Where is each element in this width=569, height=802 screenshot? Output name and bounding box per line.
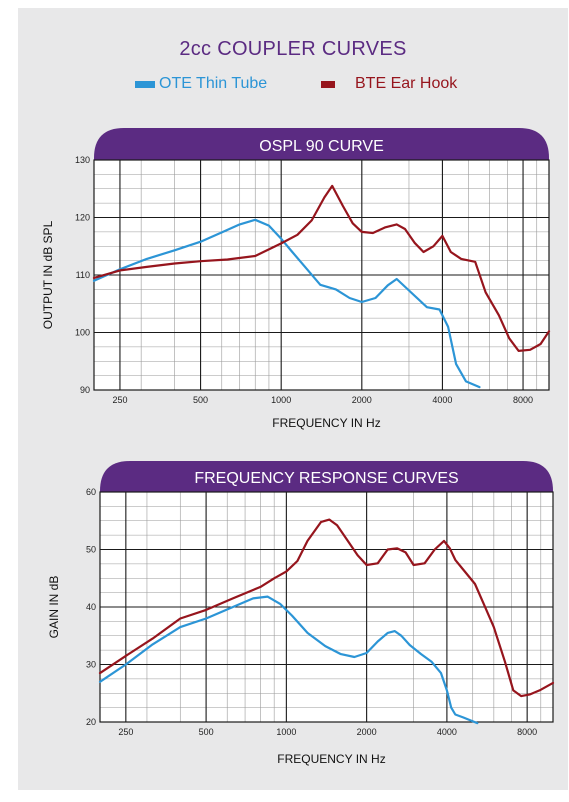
legend-swatch-bte xyxy=(321,80,335,88)
legend-label-ote: OTE Thin Tube xyxy=(159,75,268,92)
legend: OTE Thin Tube BTE Ear Hook xyxy=(18,75,568,97)
y-tick-label: 120 xyxy=(75,213,90,223)
y-tick-label: 110 xyxy=(76,270,90,280)
y-tick-label: 20 xyxy=(86,717,96,727)
legend-label-bte: BTE Ear Hook xyxy=(355,75,458,92)
x-tick-label: 1000 xyxy=(271,395,291,405)
chart-1: OSPL 90 CURVE 250 500 1000 2000 4000 8000 90 100… xyxy=(41,128,551,430)
x-axis-title: FREQUENCY IN Hz xyxy=(272,416,380,430)
plot-frame xyxy=(93,159,550,391)
y-axis-title: GAIN IN dB xyxy=(47,576,61,639)
x-tick-label: 8000 xyxy=(517,727,537,737)
x-tick-label: 8000 xyxy=(513,395,533,405)
y-axis-title: OUTPUT IN dB SPL xyxy=(41,220,55,329)
x-tick-label: 2000 xyxy=(352,395,372,405)
series-line-ote xyxy=(92,218,481,389)
y-tick-label: 50 xyxy=(86,545,96,555)
x-tick-label: 2000 xyxy=(357,727,377,737)
chart-title: FREQUENCY RESPONSE CURVES xyxy=(194,470,458,487)
chart-2: FREQUENCY RESPONSE CURVES 250 500 1000 2000 4… xyxy=(47,461,555,766)
x-tick-label: 250 xyxy=(118,727,133,737)
y-tick-label: 30 xyxy=(86,660,96,670)
x-tick-label: 1000 xyxy=(276,727,296,737)
y-tick-label: 130 xyxy=(75,155,90,165)
y-tick-label: 100 xyxy=(75,328,90,338)
chart-banner xyxy=(100,461,553,492)
x-tick-label: 4000 xyxy=(437,727,457,737)
y-tick-label: 90 xyxy=(80,385,90,395)
plot-frame xyxy=(99,491,554,723)
series-line-bte xyxy=(92,184,551,352)
legend-swatch-ote xyxy=(135,80,155,88)
series-line-ote xyxy=(98,595,479,725)
main-title: 2cc COUPLER CURVES xyxy=(179,38,407,60)
chart-title: OSPL 90 CURVE xyxy=(259,138,384,155)
x-axis-title: FREQUENCY IN Hz xyxy=(277,752,385,766)
x-tick-label: 4000 xyxy=(432,395,452,405)
x-tick-label: 250 xyxy=(112,395,127,405)
series-line-bte xyxy=(98,518,555,698)
legend-item-ote: OTE Thin Tube xyxy=(135,75,267,93)
x-tick-label: 500 xyxy=(199,727,214,737)
legend-item-bte: BTE Ear Hook xyxy=(321,75,457,93)
y-tick-label: 40 xyxy=(86,602,96,612)
y-tick-label: 60 xyxy=(86,487,96,497)
chart-banner xyxy=(94,128,549,160)
x-tick-label: 500 xyxy=(193,395,208,405)
